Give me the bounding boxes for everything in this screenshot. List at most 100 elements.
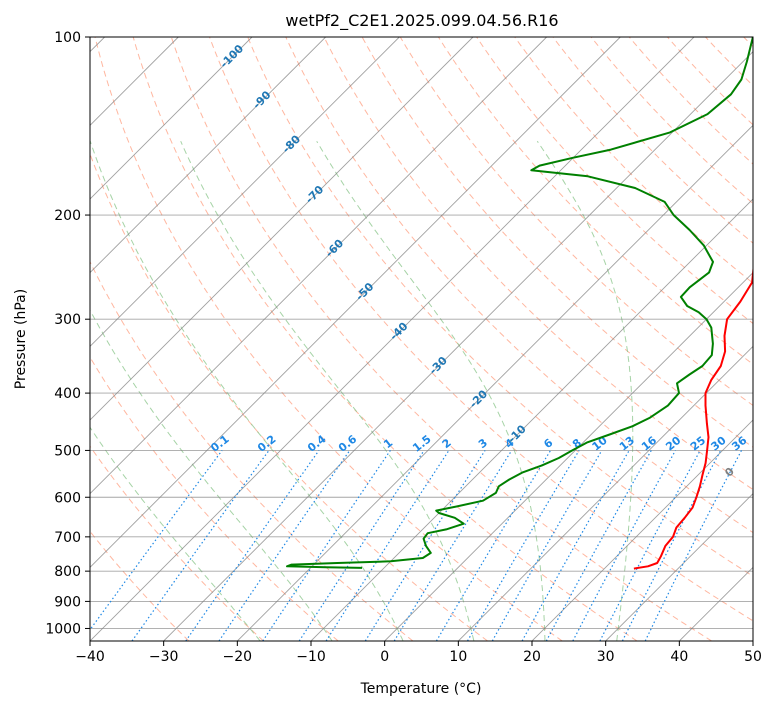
dry-adiabat-line (94, 37, 563, 641)
mixing-ratio-line (218, 450, 351, 641)
y-tick-label: 100 (54, 30, 81, 46)
dry-adiabat-line (476, 37, 753, 325)
chart-title: wetPf2_C2E1.2025.099.04.56.R16 (285, 11, 558, 31)
y-tick-label: 900 (54, 594, 81, 610)
temperature-profile-line (633, 263, 753, 570)
isotherm-line (90, 37, 326, 274)
mixing-ratio-line (599, 450, 701, 641)
mixing-ratio-line (491, 450, 603, 641)
dry-adiabat-line (590, 37, 753, 205)
isotherm-line (458, 345, 753, 641)
mixing-ratio-line (131, 450, 270, 641)
x-tick-label: 20 (523, 649, 541, 665)
isotherm-line (90, 37, 400, 347)
x-tick-label: −30 (149, 649, 179, 665)
moist-adiabat-line (536, 140, 634, 641)
y-tick-label: 500 (54, 443, 81, 459)
isotherm-line (90, 37, 474, 421)
mixing-ratio-line (644, 450, 743, 641)
isotherm-line (90, 37, 547, 495)
mixing-ratio-line (364, 450, 486, 641)
x-axis-title: Temperature (°C) (360, 681, 482, 697)
dry-adiabat-line (170, 37, 712, 641)
x-tick-label: 0 (380, 649, 389, 665)
x-tick-label: 40 (670, 649, 688, 665)
x-tick-label: 10 (449, 649, 467, 665)
x-tick-label: 50 (744, 649, 762, 665)
mixing-ratio-line (521, 450, 630, 641)
x-tick-label: −40 (75, 649, 105, 665)
x-axis: −40 −30 −20 −10 0 10 20 30 40 50 (75, 641, 762, 665)
dry-adiabat-line (514, 37, 753, 284)
isotherm-label: -40 (387, 320, 410, 343)
moist-adiabat-line (316, 140, 546, 641)
dry-adiabat-line (90, 445, 264, 641)
mixing-ratio-line (572, 450, 677, 641)
dry-adiabat-line (90, 356, 339, 641)
mixing-ratio-line (298, 450, 425, 641)
dry-adiabat-line (209, 37, 753, 622)
mixing-ratio-label: 3 (476, 436, 490, 451)
y-tick-label: 400 (54, 386, 81, 402)
mixing-ratio-label: 2 (440, 436, 454, 451)
mixing-ratio-line (435, 450, 552, 641)
mixing-ratio-label: 0.6 (336, 432, 360, 454)
mixing-ratio-line (262, 450, 391, 641)
y-tick-label: 700 (54, 530, 81, 546)
mixing-ratio-label: 0.4 (305, 432, 329, 454)
isotherm-line (90, 37, 253, 200)
isotherm-line (163, 51, 753, 641)
x-tick-label: −10 (296, 649, 326, 665)
x-tick-label: −20 (223, 649, 253, 665)
isotherm-label: -100 (218, 42, 247, 71)
dry-adiabat-line (399, 37, 753, 407)
isotherm-line (384, 272, 753, 641)
dry-adiabat-line (628, 37, 753, 165)
dry-adiabat-line (285, 37, 753, 534)
isotherm-label: -20 (467, 387, 490, 410)
y-axis-title: Pressure (hPa) (13, 289, 29, 389)
moist-adiabat-line (90, 426, 261, 641)
dry-adiabat-line (323, 37, 753, 491)
mixing-ratio-line (325, 450, 450, 641)
isotherm-line (90, 37, 695, 641)
dry-adiabat-line (705, 37, 753, 87)
mixing-ratio-line (90, 450, 223, 631)
mixing-ratio-label: 1.5 (410, 433, 433, 455)
isotherm-label: -70 (303, 183, 326, 206)
dry-adiabat-line (743, 37, 753, 48)
mixing-ratio-label: 0.1 (208, 433, 231, 455)
mixing-ratio-line (393, 450, 513, 641)
isotherm-line (237, 124, 753, 641)
dry-adiabat-line (667, 37, 753, 126)
y-tick-label: 300 (54, 312, 81, 328)
isotherm-line (605, 493, 753, 641)
y-tick-label: 200 (54, 208, 81, 224)
mixing-ratio-line (466, 450, 580, 641)
mixing-ratio-label: 6 (541, 436, 555, 451)
dry-adiabat-line (90, 152, 488, 641)
mixing-ratio-line (545, 450, 652, 641)
isotherm-line (531, 419, 753, 641)
isotherm-label: -30 (427, 354, 450, 377)
dry-adiabat-line (132, 37, 638, 641)
isotherm-label: -60 (323, 236, 346, 259)
isotherm-line (90, 37, 621, 568)
isotherm-label: -80 (280, 132, 303, 155)
dry-adiabat-line (247, 37, 753, 577)
y-tick-label: 600 (54, 490, 81, 506)
dewpoint-profile-line (286, 37, 753, 569)
x-tick-label: 30 (597, 649, 615, 665)
isotherm-line (310, 198, 753, 641)
plot-area: 0.1 0.2 0.4 0.6 1 1.5 2 3 4 6 8 10 13 16 20 25 30 36-100-… (90, 37, 753, 641)
y-tick-label: 1000 (45, 621, 81, 637)
plot-frame (89, 36, 754, 642)
dry-adiabat-line (90, 260, 414, 641)
isotherm-label: -50 (353, 280, 376, 303)
y-axis: 100 200 300 400 500 600 700 800 900 1000 (45, 30, 90, 637)
isotherm-line (679, 566, 753, 641)
isotherm-line (752, 640, 753, 641)
isotherm-label: -90 (250, 88, 273, 111)
y-tick-label: 800 (54, 564, 81, 580)
